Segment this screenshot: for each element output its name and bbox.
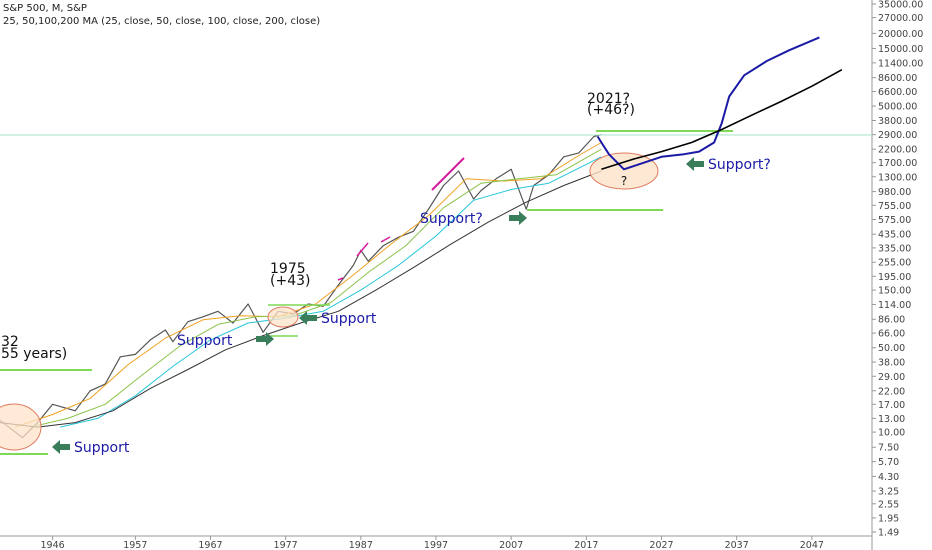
price-tick-label: 3.25: [878, 487, 899, 498]
ellipse-1932: [0, 403, 42, 451]
annotation-left-year: 32: [1, 334, 19, 350]
time-tick-label: 2007: [499, 540, 523, 550]
projection-layer: [596, 36, 843, 171]
series-layer: [0, 134, 602, 439]
price-tick-label: 2.55: [878, 499, 899, 510]
price-tick-label: 1700.00: [878, 158, 917, 169]
arrow-icon-support-1: [52, 440, 70, 454]
annotation-support-3: Support: [321, 311, 377, 327]
price-tick-label: 5000.00: [878, 102, 917, 113]
series-line-ma100: [59, 156, 602, 428]
price-tick-label: 86.00: [878, 315, 905, 326]
price-tick-label: 7.50: [878, 443, 899, 454]
time-tick-label: 1957: [123, 540, 147, 550]
price-tick-label: 2200.00: [878, 145, 917, 156]
price-tick-label: 11400.00: [878, 58, 923, 69]
price-tick-label: 27000.00: [878, 13, 923, 24]
chart-header: S&P 500, M, S&P 25, 50,100,200 MA (25, c…: [3, 2, 320, 28]
price-tick-label: 17.00: [878, 400, 905, 411]
price-tick-label: 150.00: [878, 286, 911, 297]
price-tick-label: 22.00: [878, 386, 905, 397]
arrow-icon-support-q2: [686, 157, 704, 171]
price-tick-label: 1.49: [878, 528, 899, 539]
annotation-1975: 1975: [270, 261, 306, 277]
symbol-title: S&P 500, M, S&P: [3, 3, 87, 14]
price-tick-label: 13.00: [878, 414, 905, 425]
price-tick-label: 335.00: [878, 243, 911, 254]
time-tick-label: 2017: [574, 540, 598, 550]
price-tick-label: 255.00: [878, 258, 911, 269]
time-tick-label: 1997: [424, 540, 448, 550]
price-tick-label: 2900.00: [878, 130, 917, 141]
trend-marker-1989: [380, 236, 391, 243]
series-line-price: [0, 134, 602, 439]
series-line-ma200: [0, 170, 602, 428]
time-tick-label: 1946: [41, 540, 65, 550]
time-axis: 1946 1957 1967 1977 1987 1997 2007 2017 2027 2037…: [0, 535, 872, 550]
price-tick-label: 1.95: [878, 513, 899, 524]
price-tick-label: 66.00: [878, 329, 905, 340]
price-tick-label: 50.00: [878, 343, 905, 354]
time-tick-label: 1977: [274, 540, 298, 550]
annotation-support-1: Support: [74, 440, 130, 456]
price-tick-label: 3800.00: [878, 116, 917, 127]
series-line-ma50: [29, 148, 602, 428]
time-tick-label: 2037: [725, 540, 749, 550]
annotation-plus43: (+43): [270, 273, 310, 289]
price-tick-label: 10.00: [878, 428, 905, 439]
annotation-support-q1: Support?: [420, 211, 483, 227]
trend-marker-2000: [431, 157, 465, 191]
price-tick-label: 195.00: [878, 272, 911, 283]
indicator-legend: 25, 50,100,200 MA (25, close, 50, close,…: [3, 16, 321, 27]
price-tick-label: 1300.00: [878, 172, 917, 183]
annotation-left-years: 55 years): [1, 346, 67, 362]
annotation-labels: 32 55 years) Support Support Support 197…: [1, 91, 771, 456]
time-tick-label: 1967: [198, 540, 222, 550]
price-tick-label: 8600.00: [878, 73, 917, 84]
price-tick-label: 575.00: [878, 215, 911, 226]
series-line-projection-blue: [596, 36, 820, 171]
trend-marker-1982: [337, 277, 344, 281]
price-axis: 35000.00 27000.00 20000.00 15000.00 11400.00…: [871, 0, 923, 550]
price-tick-label: 5.70: [878, 457, 899, 468]
annotation-2021: 2021?: [587, 91, 630, 107]
arrows-layer: [52, 157, 704, 454]
price-tick-label: 35000.00: [878, 0, 923, 11]
ellipse-1975: [267, 306, 299, 328]
arrow-icon-support-q1: [509, 211, 527, 225]
price-tick-label: 20000.00: [878, 29, 923, 40]
annotation-plus46: (+46?): [587, 102, 635, 118]
series-line-ma25: [14, 142, 602, 428]
time-tick-label: 2047: [800, 540, 824, 550]
price-tick-label: 6600.00: [878, 87, 917, 98]
price-tick-label: 755.00: [878, 201, 911, 212]
series-line-projection-black: [601, 68, 843, 171]
drawings-layer: [0, 130, 872, 455]
annotation-question: ?: [621, 174, 627, 188]
price-tick-label: 15000.00: [878, 44, 923, 55]
price-tick-label: 114.00: [878, 300, 911, 311]
price-tick-label: 980.00: [878, 187, 911, 198]
arrow-icon-support-3: [299, 311, 317, 325]
price-tick-label: 435.00: [878, 230, 911, 241]
time-tick-label: 2027: [649, 540, 673, 550]
ellipse-2021: [589, 152, 659, 190]
price-tick-label: 29.00: [878, 372, 905, 383]
price-tick-label: 4.30: [878, 472, 899, 483]
arrow-icon-support-2: [256, 332, 274, 346]
annotation-support-2: Support: [177, 333, 233, 349]
trend-marker-1987: [356, 242, 369, 257]
price-tick-label: 38.00: [878, 358, 905, 369]
annotation-support-q2: Support?: [708, 157, 771, 173]
time-tick-label: 1987: [349, 540, 373, 550]
